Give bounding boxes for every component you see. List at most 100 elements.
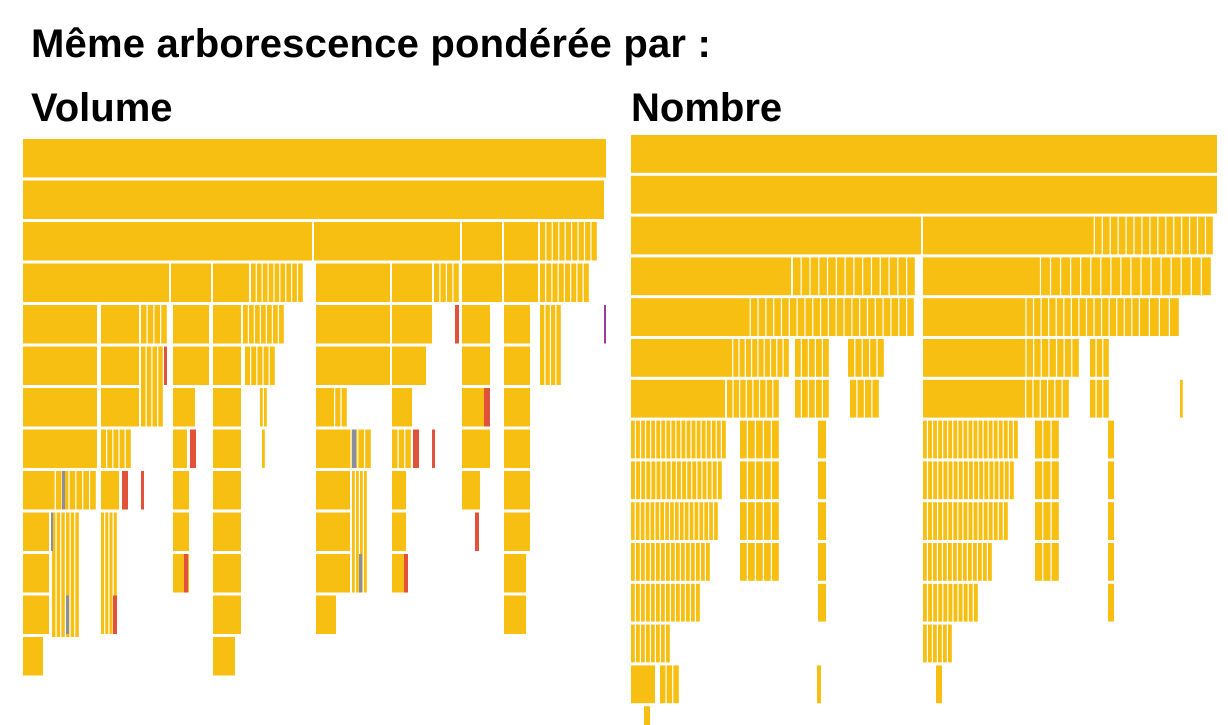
node-block-32: [453, 263, 459, 302]
node-block-30: [440, 263, 446, 302]
node-block-11: [572, 222, 578, 261]
node-block-228: [1061, 257, 1071, 296]
node-block-304: [855, 339, 862, 377]
node-block-545: [933, 583, 938, 622]
node-block-166: [392, 512, 406, 551]
node-block-261: [875, 298, 883, 336]
node-block-449: [655, 502, 660, 540]
node-block-415: [717, 461, 722, 500]
node-block-234: [1121, 257, 1131, 296]
node-block-277: [1094, 298, 1101, 336]
node-block-29: [434, 263, 440, 302]
node-block-392: [772, 420, 779, 459]
node-block-211: [801, 257, 810, 296]
node-block-501: [691, 543, 695, 581]
node-block-230: [1081, 257, 1091, 296]
node-block-465: [938, 502, 943, 540]
node-block-10: [565, 222, 572, 261]
node-block-270: [1041, 298, 1049, 336]
node-block-480: [748, 502, 755, 540]
node-block-232: [1101, 257, 1111, 296]
node-block-350: [631, 420, 635, 459]
node-block-514: [968, 543, 972, 581]
node-block-210: [793, 257, 801, 296]
node-block-516: [978, 543, 982, 581]
node-block-572: [666, 665, 673, 704]
node-block-404: [661, 461, 666, 500]
node-block-110: [213, 388, 241, 427]
node-block-394: [1043, 420, 1051, 459]
node-block-385: [1003, 420, 1008, 459]
node-block-220: [880, 257, 889, 296]
node-block-388: [740, 420, 747, 459]
node-block-517: [983, 543, 987, 581]
node-block-199: [1134, 216, 1142, 255]
node-block-419: [938, 461, 943, 500]
node-block-434: [740, 461, 747, 500]
node-block-240: [1181, 257, 1191, 296]
node-block-433: [1009, 461, 1014, 500]
node-block-92: [122, 471, 128, 510]
node-block-499: [681, 543, 685, 581]
node-block-77: [141, 305, 147, 344]
node-block-128: [269, 346, 275, 385]
node-block-96: [109, 512, 113, 634]
node-block-292: [752, 339, 758, 377]
node-block-85: [164, 346, 167, 385]
node-block-363: [696, 420, 701, 459]
node-block-103: [190, 429, 196, 468]
node-block-55: [23, 554, 49, 593]
node-block-265: [907, 298, 914, 336]
node-block-306: [870, 339, 877, 377]
node-block-258: [852, 298, 860, 336]
node-block-107: [184, 554, 188, 593]
node-block-470: [963, 502, 968, 540]
node-block-360: [681, 420, 686, 459]
node-block-15: [23, 263, 169, 302]
node-block-474: [983, 502, 988, 540]
node-block-289: [733, 339, 739, 377]
node-block-93: [141, 471, 144, 510]
node-block-538: [676, 583, 680, 622]
node-block-132: [316, 305, 390, 344]
node-block-7: [546, 222, 552, 261]
node-block-477: [998, 502, 1003, 540]
node-block-200: [1142, 216, 1150, 255]
node-block-58: [49, 471, 55, 510]
node-block-482: [764, 502, 771, 540]
node-block-450: [660, 502, 665, 540]
node-block-12: [578, 222, 584, 261]
node-block-14: [591, 222, 597, 261]
node-block-74: [101, 305, 139, 344]
node-block-67: [61, 512, 65, 637]
node-block-68: [66, 512, 70, 637]
node-block-431: [999, 461, 1004, 500]
node-block-284: [1150, 298, 1159, 336]
node-block-293: [758, 339, 764, 377]
node-block-33: [462, 263, 502, 302]
node-block-13: [585, 222, 591, 261]
node-block-548: [948, 583, 953, 622]
node-block-61: [69, 471, 76, 510]
node-block-460: [709, 502, 713, 540]
node-block-429: [989, 461, 994, 500]
node-block-481: [756, 502, 763, 540]
node-block-297: [783, 339, 789, 377]
node-block-555: [1108, 583, 1114, 622]
node-block-0: [23, 139, 606, 178]
node-block-87: [107, 429, 113, 468]
node-block-37: [552, 263, 558, 302]
node-block-223: [907, 257, 915, 296]
node-block-543: [923, 583, 927, 622]
node-block-53: [23, 471, 49, 510]
node-block-235: [1131, 257, 1141, 296]
node-block-408: [682, 461, 687, 500]
node-block-457: [694, 502, 699, 540]
node-block-256: [836, 298, 844, 336]
node-block-146: [344, 429, 351, 468]
node-block-207: [1198, 216, 1205, 255]
node-block-391: [764, 420, 771, 459]
node-block-376: [958, 420, 963, 459]
node-block-227: [1051, 257, 1060, 296]
node-block-498: [676, 543, 680, 581]
